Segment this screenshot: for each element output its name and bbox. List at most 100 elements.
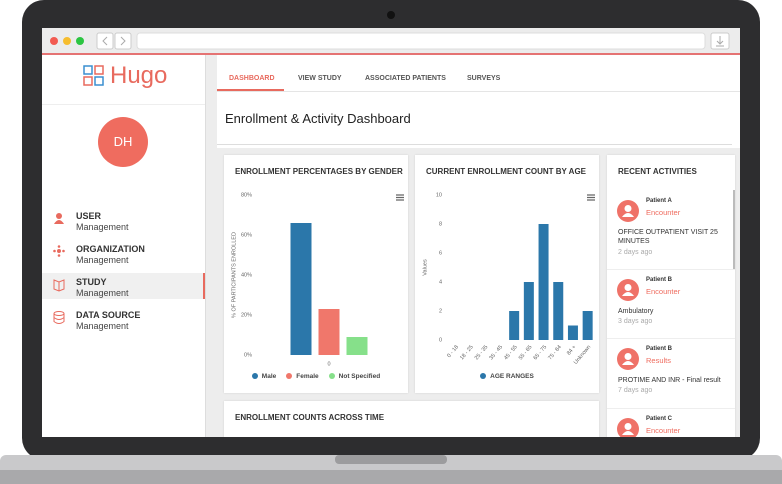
card-title: RECENT ACTIVITIES [618,167,697,176]
menu-icon [54,213,64,224]
activity-time: 2 days ago [618,249,653,256]
laptop-notch [335,455,447,464]
patient-avatar [617,418,639,437]
patient-avatar [617,200,639,222]
activity-description: PROTIME AND INR - Final result [618,377,721,384]
x-tick-label: 25 - 35 [474,344,490,361]
activity-type: Encounter [646,208,681,217]
activities-card: RECENT ACTIVITIES Patient A Encounter OFFI… [607,155,735,437]
tab[interactable]: SURVEYS [467,75,501,82]
card-title: ENROLLMENT PERCENTAGES BY GENDER [235,167,403,176]
download-icon [716,36,724,47]
bar [346,337,368,355]
chart-menu[interactable] [587,194,595,201]
y-tick-label: 40% [241,272,252,278]
legend: Male Female Not Specified [224,373,408,380]
bar [538,224,549,340]
tab-active-underline [217,89,284,91]
browser-accent-line [42,53,740,55]
y-tick-label: 6 [439,250,442,256]
window-minimize[interactable] [63,37,71,45]
menu-subtitle: Management [76,288,129,298]
activity-type: Results [646,356,672,365]
legend-item[interactable]: Male [251,373,277,380]
activity-item[interactable]: Patient A Encounter OFFICE OUTPATIENT VISI… [607,190,735,270]
x-tick-label: 18 - 25 [459,344,475,361]
y-tick-label: 8 [439,221,442,227]
back-button[interactable] [96,32,114,50]
x-tick-label: 84 + [566,344,578,356]
x-tick-label: 0 - 18 [446,344,460,359]
nav-arrows [102,36,126,46]
patient-name: Patient B [646,277,673,283]
card-title: CURRENT ENROLLMENT COUNT BY AGE [426,167,586,176]
menu-icon [53,245,65,257]
forward-button[interactable] [114,32,132,50]
menu-subtitle: Management [76,255,129,265]
activity-item[interactable]: Patient C Encounter [607,408,735,437]
menu-active-bg [42,273,205,299]
age-card: CURRENT ENROLLMENT COUNT BY AGE 0 2 4 6 8 10 V… [415,155,599,393]
bar [567,325,578,340]
x-tick-label: 45 - 55 [503,344,519,361]
bar [290,223,312,355]
y-tick-label: 4 [439,279,442,285]
user-avatar[interactable]: DH [98,117,148,167]
activity-description: Ambulatory [618,308,654,315]
y-tick-label: 20% [241,312,252,318]
tab[interactable]: DASHBOARD [229,75,275,82]
legend-item[interactable]: AGE RANGES [480,373,534,380]
timeline-card: ENROLLMENT COUNTS ACROSS TIME [224,401,599,437]
legend-swatch [286,373,293,379]
legend-swatch [328,373,335,379]
sidebar-divider [42,104,205,105]
logo-text: Hugo [110,62,168,89]
legend-label: Male [261,373,277,380]
x-tick-label: 35 - 45 [488,344,504,361]
scrollbar[interactable] [733,190,735,270]
activity-item[interactable]: Patient B Encounter Ambulatory 3 days ago [607,269,735,339]
bar [318,309,340,355]
window-maximize[interactable] [76,37,84,45]
patient-avatar [617,279,639,301]
y-axis-label: % OF PARTICIPANTS ENROLLED [231,232,237,318]
y-tick-label: 60% [241,232,252,238]
legend: AGE RANGES [415,373,599,380]
browser-bar [42,28,740,55]
menu-subtitle: Management [76,321,129,331]
address-bar[interactable] [136,32,706,50]
x-tick-label: 65 - 75 [533,344,549,361]
laptop-base-shadow [0,470,782,484]
x-tick-label: 0 [327,361,330,367]
camera [387,11,395,19]
chart-menu[interactable] [396,194,404,201]
activity-description: OFFICE OUTPATIENT VISIT 25 MINUTES [618,229,718,245]
tab[interactable]: VIEW STUDY [298,75,342,82]
menu-subtitle: Management [76,222,129,232]
menu-title[interactable]: USER [76,211,102,221]
window-close[interactable] [50,37,58,45]
menu-title[interactable]: STUDY [76,277,107,287]
page-title: Enrollment & Activity Dashboard [225,111,411,126]
logo-icon [83,65,104,86]
legend-item[interactable]: Female [286,373,319,380]
menu-icon [53,279,65,292]
y-tick-label: 0 [439,337,442,343]
y-tick-label: 0% [244,352,252,358]
legend-item[interactable]: Not Specified [328,373,380,380]
legend-label: Female [296,373,319,380]
tab[interactable]: ASSOCIATED PATIENTS [365,75,446,82]
tab-bar-line [217,91,740,92]
legend-swatch [480,373,487,379]
activity-item[interactable]: Patient B Results PROTIME AND INR - Final … [607,338,735,409]
bar [523,282,534,340]
chart: 0 2 4 6 8 10 Values 0 - 18 18 - 25 25 - 35 35 - 45… [422,192,595,366]
menu-title[interactable]: DATA SOURCE [76,310,141,320]
gender-card: ENROLLMENT PERCENTAGES BY GENDER 0% 20% 40… [224,155,408,393]
menu-title[interactable]: ORGANIZATION [76,244,145,254]
activity-type: Encounter [646,426,681,435]
card-title: ENROLLMENT COUNTS ACROSS TIME [235,413,385,422]
x-tick-label: 55 - 65 [518,344,534,361]
legend-swatch [251,373,258,379]
content-header: DASHBOARD VIEW STUDY ASSOCIATED PATIENTS SU… [217,55,740,148]
